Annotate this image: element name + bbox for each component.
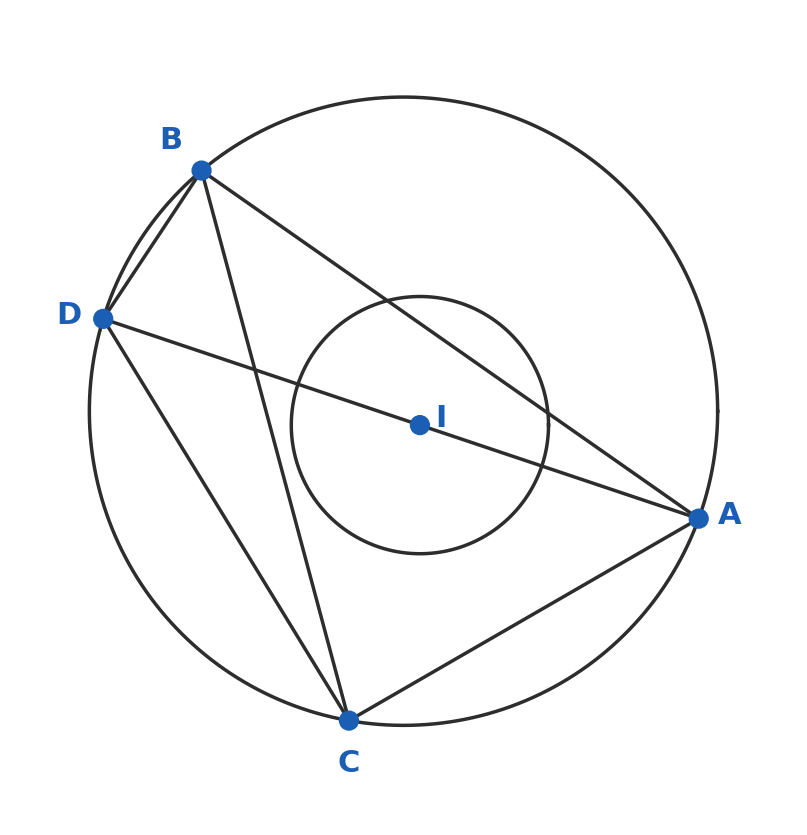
Circle shape (94, 310, 113, 328)
Circle shape (689, 509, 708, 528)
Text: A: A (717, 501, 741, 530)
Circle shape (192, 161, 211, 180)
Text: C: C (338, 749, 360, 778)
Text: B: B (160, 126, 182, 154)
Text: I: I (436, 404, 447, 433)
Text: D: D (56, 301, 82, 330)
Circle shape (340, 711, 358, 730)
Circle shape (411, 416, 429, 434)
